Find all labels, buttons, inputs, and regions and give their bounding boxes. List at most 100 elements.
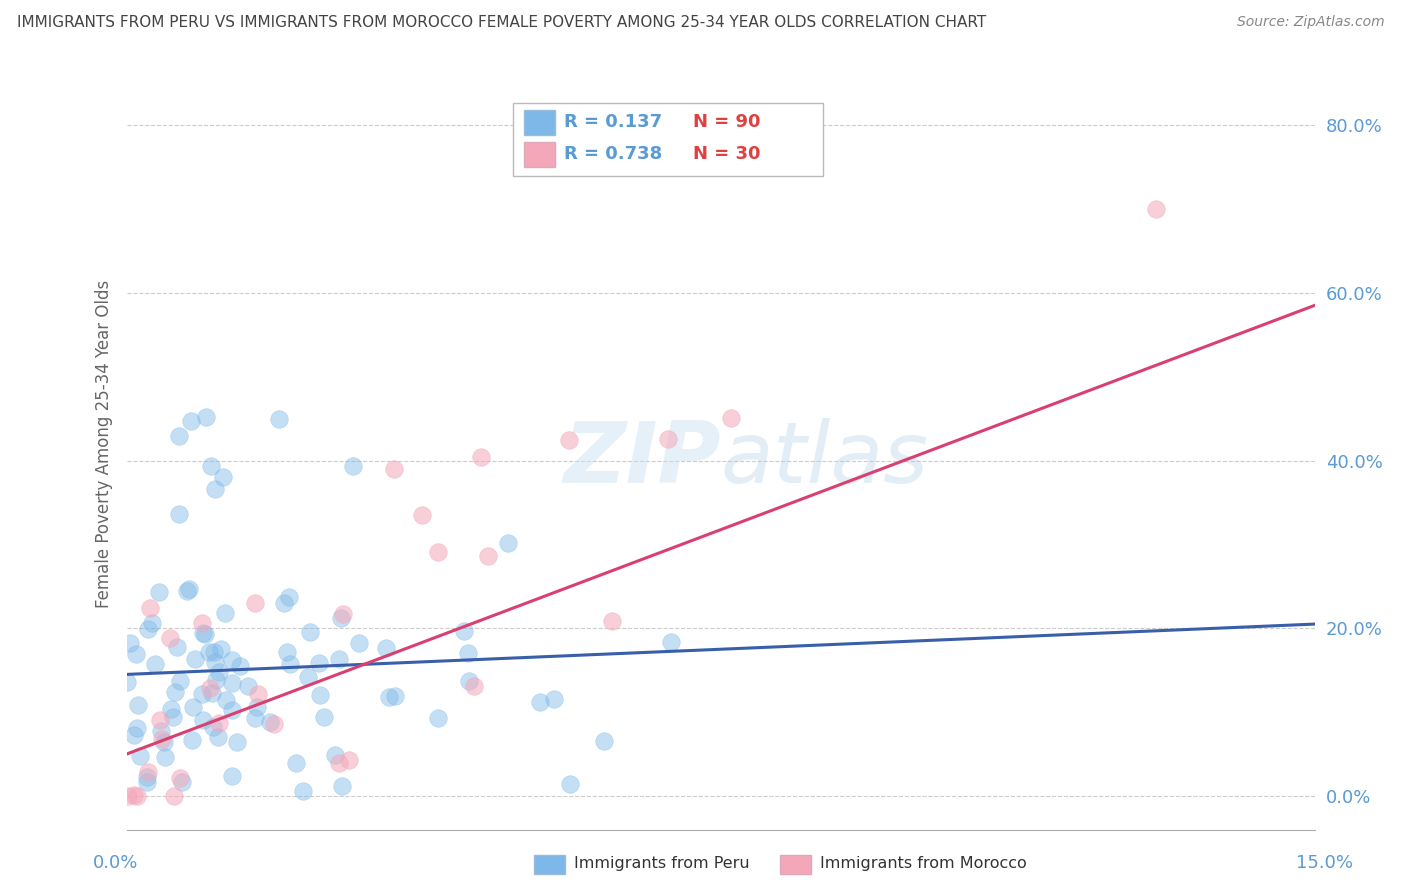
- Point: [457, 647, 479, 661]
- Point: [236, 680, 259, 694]
- Point: [191, 688, 214, 702]
- Point: [411, 508, 433, 522]
- Point: [191, 714, 214, 728]
- Point: [181, 732, 204, 747]
- Text: R = 0.137: R = 0.137: [564, 113, 662, 131]
- Point: [600, 614, 623, 628]
- Point: [152, 732, 174, 747]
- Point: [194, 409, 217, 424]
- Point: [143, 657, 166, 672]
- Text: ZIP: ZIP: [562, 417, 721, 500]
- Text: N = 30: N = 30: [693, 145, 761, 163]
- Point: [277, 590, 299, 604]
- Point: [323, 747, 346, 762]
- Point: [427, 545, 450, 559]
- Text: 15.0%: 15.0%: [1296, 855, 1353, 872]
- Point: [136, 764, 159, 779]
- Point: [138, 601, 160, 615]
- Point: [384, 689, 406, 703]
- Point: [135, 770, 157, 784]
- Point: [202, 645, 225, 659]
- Point: [229, 659, 252, 673]
- Point: [207, 730, 229, 744]
- Point: [141, 615, 163, 630]
- Text: IMMIGRANTS FROM PERU VS IMMIGRANTS FROM MOROCCO FEMALE POVERTY AMONG 25-34 YEAR : IMMIGRANTS FROM PERU VS IMMIGRANTS FROM …: [17, 15, 986, 30]
- Point: [148, 585, 170, 599]
- Point: [160, 702, 183, 716]
- Point: [558, 433, 581, 447]
- Point: [117, 789, 139, 803]
- Point: [201, 686, 224, 700]
- Point: [243, 711, 266, 725]
- Point: [115, 674, 138, 689]
- Point: [184, 651, 207, 665]
- Point: [153, 750, 176, 764]
- Text: 0.0%: 0.0%: [93, 855, 138, 872]
- Point: [382, 462, 405, 476]
- Point: [163, 685, 186, 699]
- Point: [124, 728, 146, 742]
- Point: [169, 673, 191, 688]
- Point: [243, 596, 266, 610]
- Text: R = 0.738: R = 0.738: [564, 145, 662, 163]
- Point: [332, 607, 354, 621]
- Point: [208, 665, 231, 679]
- Point: [375, 640, 398, 655]
- Point: [378, 690, 401, 704]
- Point: [204, 655, 226, 669]
- Point: [120, 636, 142, 650]
- Point: [342, 458, 364, 473]
- Point: [291, 784, 314, 798]
- Point: [276, 645, 298, 659]
- Point: [153, 735, 176, 749]
- Point: [1144, 202, 1167, 216]
- Point: [278, 657, 301, 671]
- Point: [191, 626, 214, 640]
- Point: [129, 748, 152, 763]
- Point: [169, 772, 191, 786]
- Point: [330, 611, 353, 625]
- Point: [181, 700, 204, 714]
- Point: [201, 720, 224, 734]
- Point: [496, 535, 519, 549]
- Text: atlas: atlas: [721, 417, 928, 500]
- Point: [529, 696, 551, 710]
- Point: [127, 721, 149, 735]
- Point: [337, 753, 360, 767]
- Point: [273, 596, 295, 610]
- Point: [135, 775, 157, 789]
- Point: [149, 713, 172, 727]
- Point: [247, 687, 270, 701]
- Point: [167, 507, 190, 521]
- Point: [314, 710, 336, 724]
- Point: [328, 652, 350, 666]
- Point: [298, 625, 321, 640]
- Point: [209, 641, 232, 656]
- Point: [127, 698, 149, 712]
- Point: [297, 670, 319, 684]
- Point: [308, 688, 330, 702]
- Point: [163, 789, 186, 803]
- Point: [720, 410, 742, 425]
- Point: [458, 673, 481, 688]
- Point: [246, 700, 269, 714]
- Point: [194, 627, 217, 641]
- Point: [190, 616, 212, 631]
- Point: [180, 415, 202, 429]
- Point: [136, 623, 159, 637]
- Point: [225, 735, 247, 749]
- Point: [330, 779, 353, 793]
- Point: [269, 411, 291, 425]
- Point: [263, 717, 285, 731]
- Point: [259, 715, 281, 730]
- Point: [172, 774, 194, 789]
- Point: [208, 716, 231, 731]
- Point: [328, 756, 350, 771]
- Point: [221, 768, 243, 782]
- Point: [593, 734, 616, 748]
- Point: [159, 632, 181, 646]
- Point: [221, 676, 243, 690]
- Point: [205, 673, 228, 688]
- Point: [204, 483, 226, 497]
- Text: Immigrants from Peru: Immigrants from Peru: [574, 856, 749, 871]
